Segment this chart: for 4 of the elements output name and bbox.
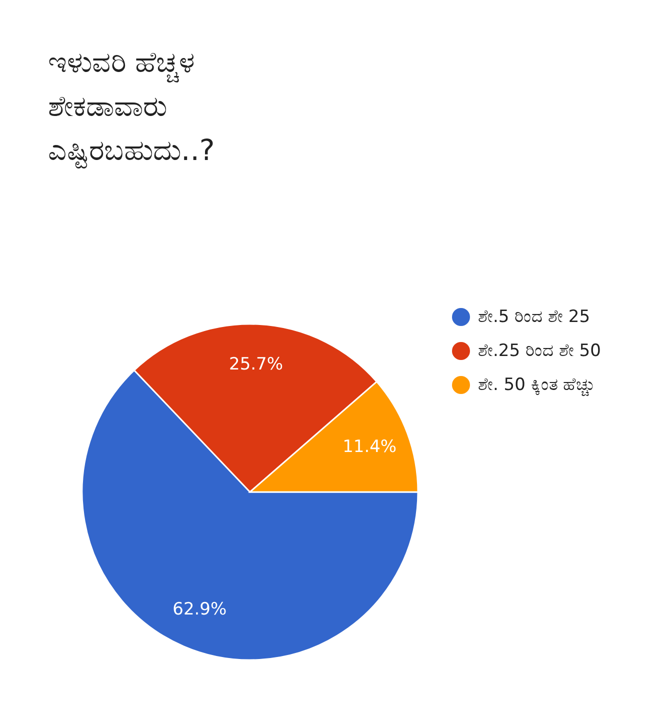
legend-label: ಶೇ.5 ರಿಂದ ಶೇ 25: [478, 306, 592, 328]
legend-label: ಶೇ. 50 ಕ್ಕಿಂತ ಹೆಚ್ಚು: [478, 374, 596, 396]
legend-label: ಶೇ.25 ರಿಂದ ಶೇ 50: [478, 340, 602, 362]
title: ಇಳುವರಿ ಹೆಚ್ಚಳ ಶೇಕಡಾವಾರು ಎಷ್ಟಿರಬಹುದು..?: [48, 44, 216, 170]
